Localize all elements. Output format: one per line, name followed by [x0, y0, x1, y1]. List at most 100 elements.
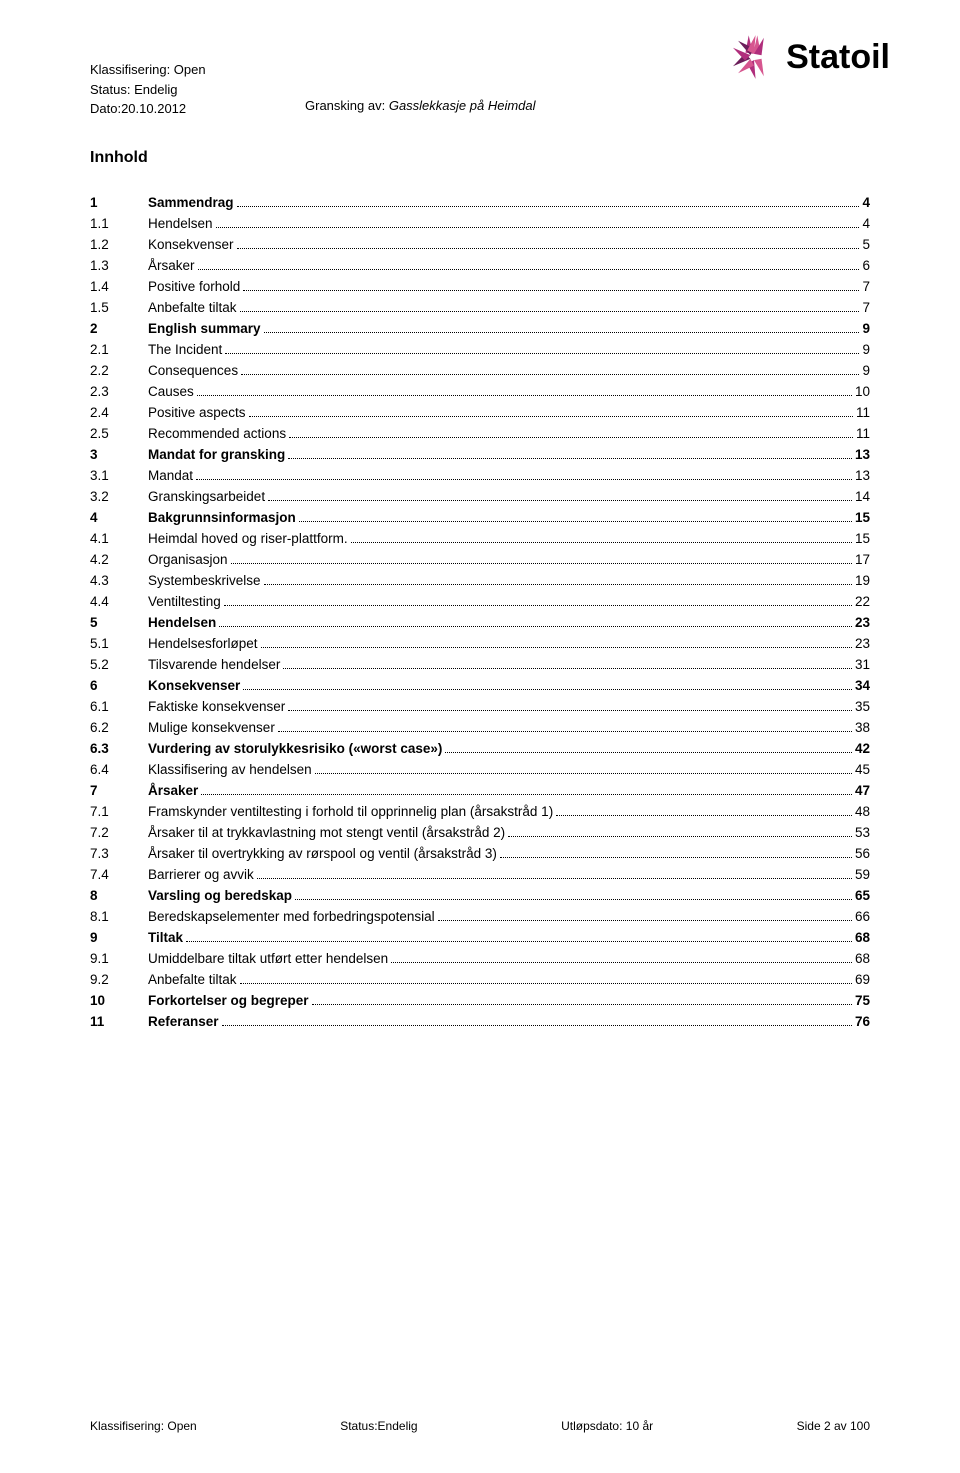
toc-page-number: 13	[855, 468, 870, 483]
toc-leader	[201, 794, 852, 795]
toc-leader	[278, 731, 852, 732]
toc-leader	[268, 500, 852, 501]
toc-entry: 9Tiltak68	[90, 930, 870, 945]
toc-page-number: 47	[855, 783, 870, 798]
toc-entry: 7.3Årsaker til overtrykking av rørspool …	[90, 846, 870, 861]
toc-label: Forkortelser og begreper	[148, 993, 309, 1008]
toc-entry: 7.2Årsaker til at trykkavlastning mot st…	[90, 825, 870, 840]
toc-entry: 3.1Mandat13	[90, 468, 870, 483]
page-header: Klassifisering: Open Status: Endelig Dat…	[90, 60, 870, 119]
toc-page-number: 42	[855, 741, 870, 756]
toc-number: 10	[90, 993, 148, 1008]
toc-page-number: 75	[855, 993, 870, 1008]
logo-text: Statoil	[786, 38, 890, 77]
toc-label: The Incident	[148, 342, 222, 357]
toc-label: Årsaker til at trykkavlastning mot steng…	[148, 825, 505, 840]
toc-entry: 8Varsling og beredskap65	[90, 888, 870, 903]
toc-label: Faktiske konsekvenser	[148, 699, 285, 714]
toc-entry: 1.2Konsekvenser5	[90, 237, 870, 252]
table-of-contents: 1Sammendrag41.1Hendelsen41.2Konsekvenser…	[90, 195, 870, 1029]
toc-label: Mandat	[148, 468, 193, 483]
toc-number: 3	[90, 447, 148, 462]
toc-page-number: 17	[855, 552, 870, 567]
toc-number: 8.1	[90, 909, 148, 924]
toc-entry: 2.4Positive aspects11	[90, 405, 870, 420]
toc-number: 8	[90, 888, 148, 903]
toc-leader	[288, 458, 852, 459]
toc-label: Konsekvenser	[148, 678, 240, 693]
toc-leader	[197, 395, 852, 396]
toc-entry: 5.1Hendelsesforløpet23	[90, 636, 870, 651]
toc-label: Mulige konsekvenser	[148, 720, 275, 735]
toc-number: 1.3	[90, 258, 148, 273]
document-title: Gransking av: Gasslekkasje på Heimdal	[305, 98, 536, 113]
toc-number: 2	[90, 321, 148, 336]
toc-number: 1.1	[90, 216, 148, 231]
toc-number: 2.3	[90, 384, 148, 399]
toc-label: Positive forhold	[148, 279, 240, 294]
toc-entry: 7.1Framskynder ventiltesting i forhold t…	[90, 804, 870, 819]
toc-leader	[445, 752, 852, 753]
toc-entry: 1.4Positive forhold7	[90, 279, 870, 294]
toc-entry: 3.2Granskingsarbeidet14	[90, 489, 870, 504]
toc-leader	[243, 290, 859, 291]
toc-label: Hendelsen	[148, 216, 213, 231]
toc-leader	[261, 647, 852, 648]
toc-number: 6.1	[90, 699, 148, 714]
toc-number: 5.2	[90, 657, 148, 672]
toc-leader	[224, 605, 852, 606]
toc-entry: 2.1The Incident9	[90, 342, 870, 357]
toc-label: Referanser	[148, 1014, 219, 1029]
toc-number: 7.4	[90, 867, 148, 882]
toc-number: 3.2	[90, 489, 148, 504]
toc-entry: 4Bakgrunnsinformasjon15	[90, 510, 870, 525]
toc-leader	[240, 983, 852, 984]
toc-page-number: 4	[862, 216, 870, 231]
toc-leader	[216, 227, 860, 228]
toc-entry: 7.4Barrierer og avvik59	[90, 867, 870, 882]
toc-number: 4.2	[90, 552, 148, 567]
toc-page-number: 76	[855, 1014, 870, 1029]
toc-entry: 6.3Vurdering av storulykkesrisiko («wors…	[90, 741, 870, 756]
toc-heading: Innhold	[90, 149, 870, 167]
toc-entry: 2.3Causes10	[90, 384, 870, 399]
toc-label: Tilsvarende hendelser	[148, 657, 280, 672]
toc-entry: 2.2Consequences9	[90, 363, 870, 378]
toc-label: Hendelsen	[148, 615, 216, 630]
toc-page-number: 7	[862, 279, 870, 294]
toc-page-number: 31	[855, 657, 870, 672]
footer-center2: Utløpsdato: 10 år	[561, 1419, 653, 1433]
toc-entry: 2English summary9	[90, 321, 870, 336]
toc-page-number: 7	[862, 300, 870, 315]
toc-label: Sammendrag	[148, 195, 234, 210]
toc-entry: 4.4Ventiltesting22	[90, 594, 870, 609]
toc-leader	[264, 332, 860, 333]
star-icon	[726, 30, 780, 84]
toc-entry: 1Sammendrag4	[90, 195, 870, 210]
toc-label: Recommended actions	[148, 426, 286, 441]
toc-leader	[283, 668, 852, 669]
toc-entry: 6.4Klassifisering av hendelsen45	[90, 762, 870, 777]
toc-leader	[438, 920, 852, 921]
toc-entry: 2.5Recommended actions11	[90, 426, 870, 441]
toc-page-number: 53	[855, 825, 870, 840]
toc-entry: 4.3Systembeskrivelse19	[90, 573, 870, 588]
toc-number: 1.2	[90, 237, 148, 252]
toc-page-number: 9	[862, 321, 870, 336]
toc-page-number: 15	[855, 510, 870, 525]
toc-entry: 7Årsaker47	[90, 783, 870, 798]
toc-label: Organisasjon	[148, 552, 228, 567]
toc-leader	[295, 899, 852, 900]
toc-number: 5.1	[90, 636, 148, 651]
toc-page-number: 45	[855, 762, 870, 777]
toc-label: Tiltak	[148, 930, 183, 945]
toc-leader	[391, 962, 852, 963]
toc-number: 6.3	[90, 741, 148, 756]
toc-number: 4.1	[90, 531, 148, 546]
toc-page-number: 6	[862, 258, 870, 273]
toc-label: Consequences	[148, 363, 238, 378]
toc-entry: 6.2Mulige konsekvenser38	[90, 720, 870, 735]
toc-number: 6	[90, 678, 148, 693]
toc-page-number: 9	[862, 363, 870, 378]
toc-leader	[351, 542, 852, 543]
